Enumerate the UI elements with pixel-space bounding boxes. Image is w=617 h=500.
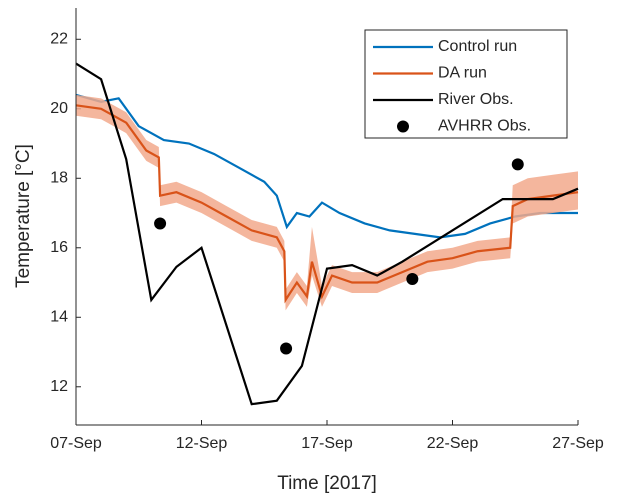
x-tick-label: 07-Sep xyxy=(50,435,102,452)
y-tick-label: 12 xyxy=(50,378,68,395)
series-line xyxy=(75,104,579,304)
legend-marker xyxy=(397,120,409,133)
legend-label: River Obs. xyxy=(438,91,514,108)
legend-label: Control run xyxy=(438,38,517,55)
x-tick-label: 27-Sep xyxy=(552,435,604,452)
legend-label: AVHRR Obs. xyxy=(438,118,531,135)
obs-marker xyxy=(406,273,419,286)
x-tick-label: 22-Sep xyxy=(427,435,479,452)
legend-label: DA run xyxy=(438,65,487,82)
x-tick-label: 12-Sep xyxy=(176,435,228,452)
y-tick-label: 18 xyxy=(50,169,68,186)
obs-marker xyxy=(154,217,167,230)
y-tick-label: 20 xyxy=(50,100,68,117)
series-line xyxy=(75,62,579,406)
y-tick-label: 22 xyxy=(50,30,68,47)
y-tick-label: 16 xyxy=(50,239,68,256)
y-axis-label: Temperature [°C] xyxy=(13,144,34,288)
y-tick-label: 14 xyxy=(50,308,68,325)
uncertainty-band xyxy=(76,94,578,311)
obs-marker xyxy=(280,342,293,355)
x-axis-label: Time [2017] xyxy=(277,473,377,494)
x-tick-label: 17-Sep xyxy=(301,435,353,452)
series-line xyxy=(75,93,578,239)
obs-marker xyxy=(511,158,524,171)
